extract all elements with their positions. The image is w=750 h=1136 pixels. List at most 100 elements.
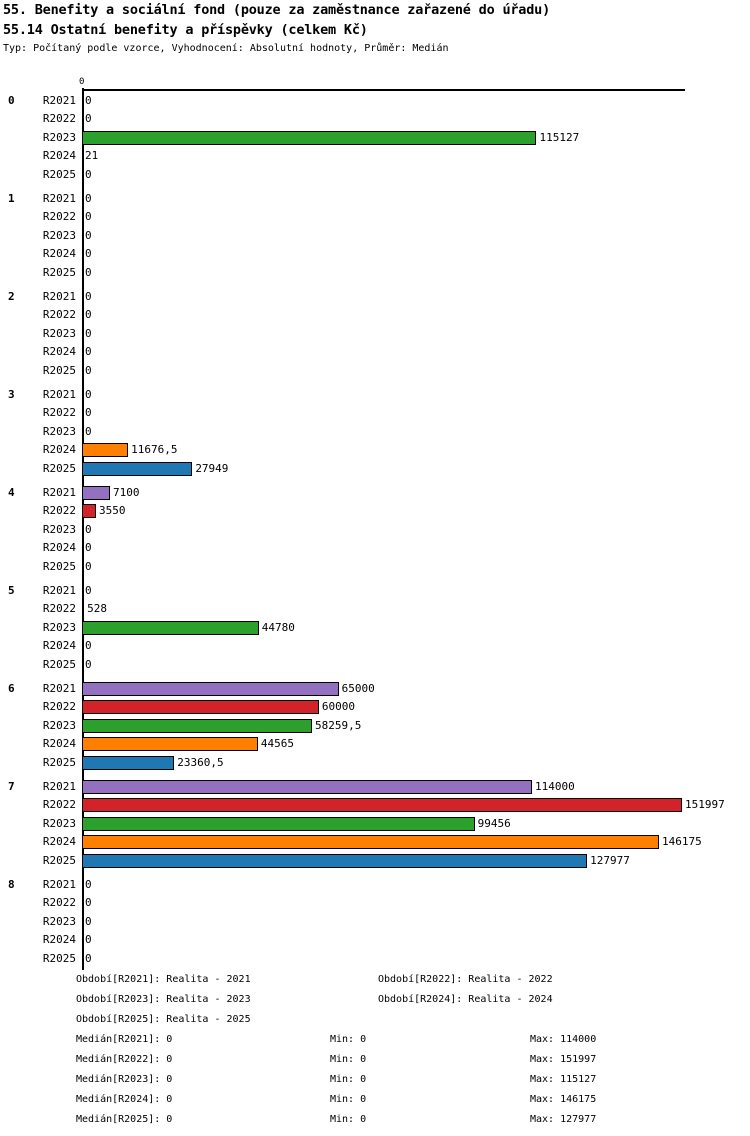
max-r2025: Max: 127977 (530, 1114, 597, 1125)
chart-row[interactable]: R2025 0 (0, 166, 750, 184)
row-series-label: R2022 (42, 406, 76, 420)
row-series-label: R2021 (42, 584, 76, 597)
chart-row[interactable]: R2024 44565 (0, 735, 750, 753)
bar-value-label: 0 (85, 933, 92, 947)
bar-7-r2022[interactable] (82, 798, 682, 813)
bar-0-r2023[interactable] (82, 130, 537, 145)
chart-row[interactable]: 2 R2021 0 (0, 288, 750, 306)
chart-row[interactable]: R2022 528 (0, 600, 750, 618)
chart-row[interactable]: R2024 21 (0, 147, 750, 165)
row-series-label: R2022 (42, 700, 76, 714)
row-series-label: R2024 (42, 149, 76, 163)
chart-row[interactable]: R2024 0 (0, 245, 750, 263)
row-series-label: R2022 (42, 798, 76, 812)
bar-6-r2024[interactable] (82, 737, 258, 752)
bar-value-label: 0 (85, 541, 92, 555)
bar-6-r2025[interactable] (82, 755, 175, 770)
bar-value-label: 0 (85, 228, 92, 242)
median-r2025: Medián[R2025]: 0 (76, 1114, 173, 1125)
min-r2025: Min: 0 (330, 1114, 367, 1125)
row-series-label: R2021 (42, 682, 76, 695)
bar-5-r2023[interactable] (82, 620, 259, 635)
chart-config-description: Typ: Počítaný podle vzorce, Vyhodnocení:… (3, 43, 449, 54)
chart-row[interactable]: R2022 3550 (0, 502, 750, 520)
bar-3-r2024[interactable] (82, 443, 129, 458)
chart-row[interactable]: R2023 58259,5 (0, 717, 750, 735)
bar-value-label: 0 (85, 406, 92, 420)
chart-row[interactable]: R2024 0 (0, 637, 750, 655)
row-series-label: R2023 (42, 424, 76, 438)
chart-row[interactable]: R2023 0 (0, 227, 750, 245)
min-r2022: Min: 0 (330, 1054, 367, 1065)
chart-row[interactable]: R2025 0 (0, 264, 750, 282)
chart-row[interactable]: R2025 0 (0, 950, 750, 968)
chart-row[interactable]: 0 R2021 0 (0, 92, 750, 110)
chart-row[interactable]: R2022 0 (0, 110, 750, 128)
chart-row[interactable]: R2022 0 (0, 404, 750, 422)
bar-value-label: 151997 (685, 798, 725, 812)
chart-row[interactable]: R2023 0 (0, 423, 750, 441)
chart-row[interactable]: R2025 0 (0, 656, 750, 674)
row-series-label: R2024 (42, 247, 76, 261)
chart-row[interactable]: R2022 151997 (0, 796, 750, 814)
legend-period-r2025: Období[R2025]: Realita - 2025 (76, 1014, 251, 1025)
bar-7-r2023[interactable] (82, 816, 475, 831)
chart-row[interactable]: 6 R2021 65000 (0, 680, 750, 698)
chart-row[interactable]: R2022 0 (0, 208, 750, 226)
group-index-label: 5 (8, 584, 15, 597)
chart-row[interactable]: R2024 0 (0, 931, 750, 949)
bar-value-label: 0 (85, 326, 92, 340)
chart-row[interactable]: R2023 0 (0, 325, 750, 343)
chart-row[interactable]: 3 R2021 0 (0, 386, 750, 404)
chart-row[interactable]: R2022 0 (0, 894, 750, 912)
row-series-label: R2025 (42, 461, 76, 475)
legend-period-r2022: Období[R2022]: Realita - 2022 (378, 974, 553, 985)
chart-row[interactable]: R2024 11676,5 (0, 441, 750, 459)
chart-row[interactable]: 8 R2021 0 (0, 876, 750, 894)
chart-row[interactable]: R2023 44780 (0, 619, 750, 637)
bar-7-r2025[interactable] (82, 853, 588, 868)
row-series-label: R2022 (42, 504, 76, 518)
chart-row[interactable]: R2025 0 (0, 362, 750, 380)
chart-row[interactable]: 4 R2021 7100 (0, 484, 750, 502)
bar-4-r2021[interactable] (82, 486, 111, 500)
bar-value-label: 0 (85, 584, 92, 597)
min-r2024: Min: 0 (330, 1094, 367, 1105)
bar-7-r2024[interactable] (82, 835, 660, 850)
bar-6-r2023[interactable] (82, 718, 312, 733)
chart-row[interactable]: 1 R2021 0 (0, 190, 750, 208)
bar-value-label: 65000 (341, 682, 375, 695)
bar-6-r2021[interactable] (82, 682, 339, 696)
chart-row[interactable]: R2023 99456 (0, 815, 750, 833)
bar-6-r2022[interactable] (82, 700, 319, 715)
bar-5-r2022[interactable] (82, 602, 85, 617)
row-series-label: R2025 (42, 559, 76, 573)
chart-row[interactable]: R2022 60000 (0, 698, 750, 716)
chart-row[interactable]: R2024 0 (0, 343, 750, 361)
chart-row[interactable]: R2023 0 (0, 913, 750, 931)
chart-row[interactable]: R2025 27949 (0, 460, 750, 478)
chart-row[interactable]: 5 R2021 0 (0, 582, 750, 600)
bar-4-r2022[interactable] (82, 504, 96, 519)
row-series-label: R2024 (42, 639, 76, 653)
chart-row[interactable]: R2025 127977 (0, 852, 750, 870)
bar-3-r2025[interactable] (82, 461, 193, 476)
chart-row[interactable]: R2022 0 (0, 306, 750, 324)
max-r2024: Max: 146175 (530, 1094, 597, 1105)
bar-value-label: 127977 (590, 853, 630, 867)
bar-value-label: 11676,5 (131, 443, 178, 457)
chart-row[interactable]: R2024 0 (0, 539, 750, 557)
row-series-label: R2025 (42, 951, 76, 965)
bar-value-label: 27949 (195, 461, 229, 475)
chart-row[interactable]: R2025 23360,5 (0, 754, 750, 772)
page-title: 55. Benefity a sociální fond (pouze za z… (3, 2, 551, 18)
chart-row[interactable]: R2024 146175 (0, 833, 750, 851)
chart-row[interactable]: R2025 0 (0, 558, 750, 576)
chart-row[interactable]: 7 R2021 114000 (0, 778, 750, 796)
chart-row[interactable]: R2023 0 (0, 521, 750, 539)
row-series-label: R2024 (42, 443, 76, 457)
bar-7-r2021[interactable] (82, 780, 532, 794)
row-series-label: R2021 (42, 878, 76, 891)
row-series-label: R2025 (42, 167, 76, 181)
chart-row[interactable]: R2023 115127 (0, 129, 750, 147)
